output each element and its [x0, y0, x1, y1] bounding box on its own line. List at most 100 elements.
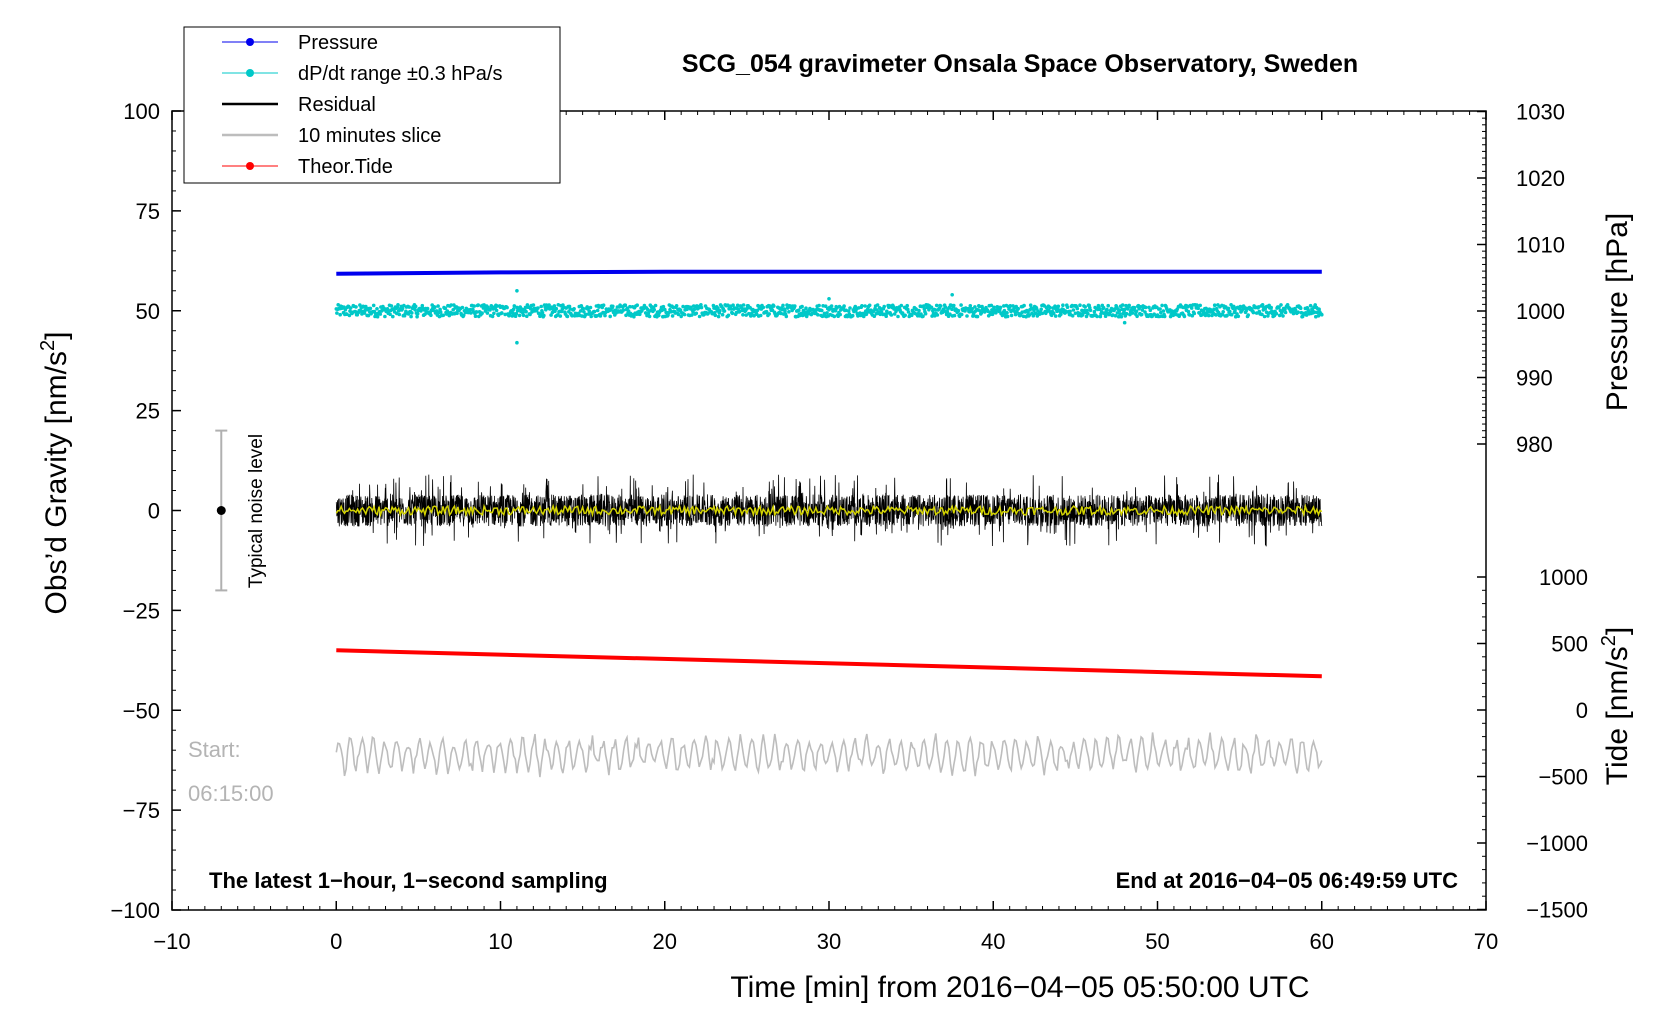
dpdt-point — [1158, 307, 1162, 311]
tide-tick-label: 0 — [1576, 698, 1588, 723]
dpdt-point — [505, 305, 509, 310]
dpdt-point — [959, 303, 963, 307]
dpdt-point — [618, 303, 622, 308]
dpdt-point — [779, 311, 783, 316]
dpdt-point — [921, 314, 925, 319]
x-tick-label: 10 — [488, 929, 512, 954]
dpdt-point — [917, 308, 921, 313]
dpdt-point — [699, 303, 703, 307]
legend-marker-dpdt — [246, 69, 254, 77]
dpdt-point — [415, 311, 420, 316]
y-left-tick-label: 75 — [136, 199, 160, 224]
dpdt-points — [334, 288, 1324, 345]
dpdt-point — [1269, 305, 1273, 310]
dpdt-point — [1000, 313, 1005, 318]
dpdt-point — [661, 304, 666, 309]
dpdt-point — [581, 306, 586, 311]
dpdt-point — [1016, 306, 1020, 311]
dpdt-point — [979, 311, 984, 315]
dpdt-point — [494, 308, 499, 313]
dpdt-point — [867, 303, 872, 308]
dpdt-point — [787, 310, 791, 314]
dpdt-point — [1206, 313, 1211, 318]
dpdt-point — [892, 312, 897, 316]
dpdt-point — [572, 307, 576, 311]
dpdt-point — [679, 314, 683, 319]
dpdt-point — [485, 311, 490, 315]
dpdt-point — [1221, 310, 1225, 314]
dpdt-point — [1061, 303, 1065, 308]
dpdt-point — [517, 313, 522, 318]
legend-marker-pressure — [246, 38, 254, 46]
dpdt-point — [1127, 303, 1131, 308]
x-tick-label: 60 — [1310, 929, 1334, 954]
dpdt-point — [929, 305, 934, 310]
tide-tick-label: 1000 — [1539, 565, 1588, 590]
dpdt-point — [1195, 303, 1199, 307]
dpdt-point — [512, 304, 517, 308]
dpdt-point — [1260, 303, 1265, 307]
dpdt-point — [1224, 305, 1228, 309]
dpdt-point — [784, 314, 789, 319]
dpdt-point — [977, 304, 982, 309]
dpdt-point — [584, 312, 588, 317]
dpdt-point — [884, 314, 888, 319]
tide-tick-label: −500 — [1538, 765, 1588, 790]
dpdt-point — [472, 304, 477, 308]
x-axis-title: Time [min] from 2016−04−05 05:50:00 UTC — [730, 971, 1309, 1004]
dpdt-point — [741, 313, 745, 317]
dpdt-point — [1233, 309, 1237, 313]
dpdt-point — [1313, 303, 1317, 307]
start-label: Start: — [188, 737, 241, 762]
dpdt-point — [1036, 309, 1040, 313]
dpdt-point — [1177, 314, 1181, 319]
dpdt-point — [842, 304, 846, 308]
dpdt-point — [1274, 311, 1279, 316]
dpdt-point — [400, 306, 405, 311]
dpdt-point — [1143, 305, 1148, 310]
x-tick-label: 20 — [653, 929, 677, 954]
dpdt-point — [741, 303, 746, 307]
dpdt-point — [975, 314, 980, 319]
dpdt-point — [354, 305, 358, 309]
dpdt-point — [1056, 304, 1061, 309]
dpdt-point — [587, 309, 591, 313]
dpdt-point — [1092, 309, 1097, 314]
dpdt-point — [1048, 305, 1052, 310]
dpdt-point — [511, 307, 516, 312]
dpdt-point — [468, 307, 473, 312]
legend: Pressure dP/dt range ±0.3 hPa/s Residual 10… — [183, 26, 561, 184]
dpdt-point — [1106, 303, 1110, 308]
tide-line — [336, 648, 1322, 679]
dpdt-point — [1053, 314, 1058, 318]
dpdt-point — [1075, 306, 1080, 311]
y-left-tick-label: 0 — [148, 499, 160, 524]
dpdt-point — [1161, 309, 1166, 313]
dpdt-point — [1160, 303, 1164, 308]
dpdt-point — [1189, 306, 1194, 310]
dpdt-point — [335, 311, 339, 315]
dpdt-point — [402, 303, 406, 308]
x-tick-label: 40 — [981, 929, 1005, 954]
y-left-axis-title: Obs’d Gravity [nm/s2] — [37, 332, 73, 615]
dpdt-point — [524, 309, 528, 314]
dpdt-point — [1162, 314, 1167, 319]
dpdt-point — [368, 306, 373, 311]
y-left-tick-label: −50 — [123, 698, 160, 723]
dpdt-point — [737, 309, 742, 314]
dpdt-point — [682, 312, 687, 317]
dpdt-point — [539, 304, 543, 309]
dpdt-point — [597, 305, 601, 309]
dpdt-point — [475, 310, 479, 314]
dpdt-point — [1220, 312, 1225, 317]
dpdt-point — [413, 304, 418, 309]
dpdt-point — [817, 303, 821, 308]
dpdt-point — [730, 311, 735, 316]
dpdt-point — [1032, 308, 1036, 313]
dpdt-point — [438, 307, 442, 312]
dpdt-point — [1103, 314, 1108, 319]
dpdt-point — [540, 311, 545, 315]
dpdt-point — [894, 309, 898, 314]
noise-level-label: Typical noise level — [246, 434, 267, 588]
dpdt-point — [463, 310, 468, 315]
